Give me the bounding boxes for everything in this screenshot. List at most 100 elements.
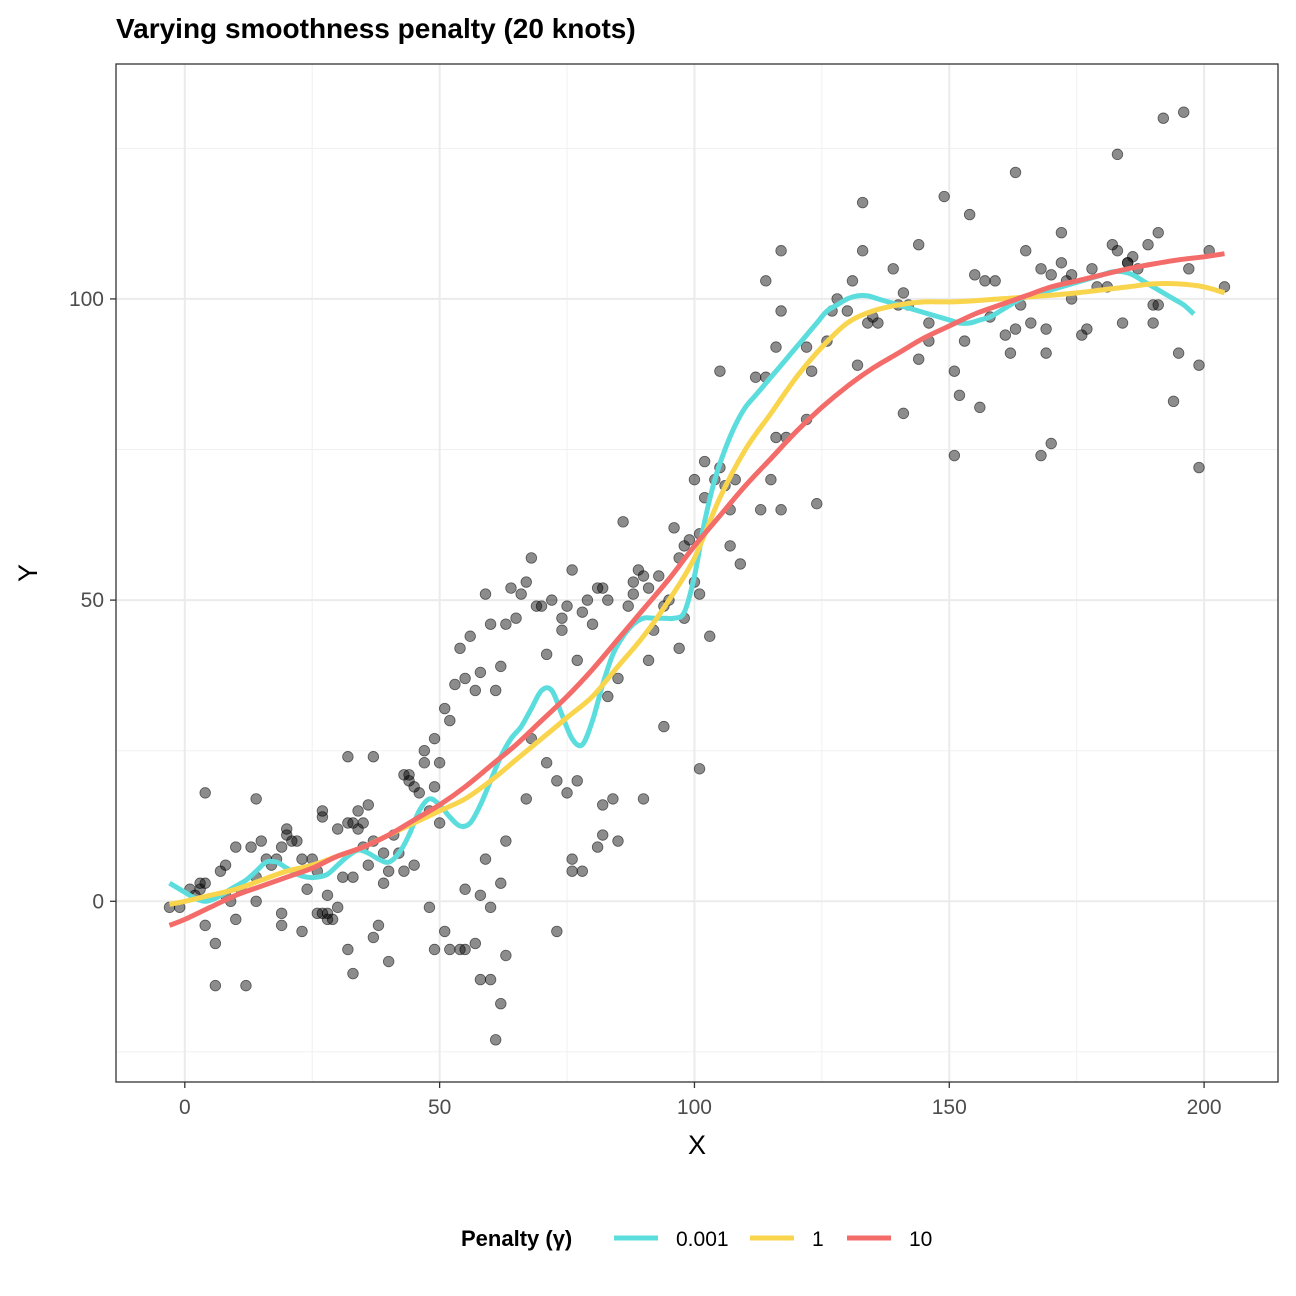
data-point <box>505 582 517 594</box>
data-point <box>1111 245 1124 257</box>
data-point <box>296 925 308 938</box>
data-point <box>347 871 359 883</box>
data-point <box>479 588 492 600</box>
data-point <box>642 582 655 594</box>
data-point <box>418 744 431 757</box>
y-tick-label: 100 <box>69 288 104 311</box>
data-point <box>1193 359 1205 371</box>
data-point <box>342 751 354 763</box>
data-point <box>872 317 884 329</box>
data-point <box>316 811 329 823</box>
data-point <box>489 684 502 697</box>
data-point <box>316 805 329 817</box>
data-point <box>749 371 762 383</box>
data-point <box>459 883 471 895</box>
data-point <box>372 919 385 932</box>
data-point <box>454 642 466 654</box>
data-point <box>658 720 670 733</box>
data-point <box>398 865 410 877</box>
data-point <box>510 612 522 624</box>
data-point <box>948 365 961 377</box>
data-point <box>811 498 823 510</box>
data-point <box>546 594 558 606</box>
data-point <box>357 817 369 829</box>
data-point <box>301 883 313 895</box>
data-point <box>439 925 451 938</box>
y-axis-ticks: 0 50 100 <box>69 288 116 913</box>
data-point <box>449 678 461 691</box>
data-point <box>1040 347 1052 359</box>
scatter-points <box>163 106 1231 1046</box>
data-point <box>597 829 609 841</box>
data-point <box>1045 437 1057 450</box>
data-point <box>556 624 568 636</box>
data-point <box>551 775 563 787</box>
data-point <box>439 702 451 715</box>
data-point <box>607 793 619 805</box>
data-point <box>856 245 869 257</box>
data-point <box>775 245 787 257</box>
data-point <box>734 558 747 570</box>
data-point <box>571 654 583 667</box>
legend-title: Penalty (γ) <box>461 1226 572 1251</box>
data-point <box>622 600 634 612</box>
legend-label-1: 1 <box>812 1228 824 1251</box>
data-point <box>805 365 818 377</box>
data-point <box>1009 166 1022 179</box>
data-point <box>856 196 869 209</box>
data-point <box>953 389 966 402</box>
data-point <box>337 871 349 883</box>
data-point <box>275 841 288 853</box>
data-point <box>627 588 639 600</box>
data-point <box>428 781 441 793</box>
data-point <box>1167 395 1180 408</box>
data-point <box>469 684 482 697</box>
y-axis-title: Y <box>13 564 43 582</box>
data-point <box>377 847 390 859</box>
data-point <box>561 787 573 799</box>
data-point <box>444 943 456 956</box>
data-point <box>561 600 573 612</box>
data-point <box>602 690 614 703</box>
data-point <box>612 672 624 685</box>
data-point <box>281 823 293 835</box>
x-tick-label: 50 <box>428 1096 451 1119</box>
data-point <box>382 955 395 968</box>
data-point <box>230 913 242 926</box>
data-point <box>352 805 364 817</box>
data-point <box>602 594 614 606</box>
data-point <box>408 859 420 871</box>
data-point <box>989 275 1001 287</box>
data-point <box>255 835 267 847</box>
data-point <box>479 853 492 865</box>
data-point <box>698 455 711 468</box>
data-point <box>770 431 782 444</box>
data-point <box>520 793 532 805</box>
data-point <box>1183 263 1195 275</box>
data-point <box>1065 269 1078 281</box>
data-point <box>474 973 487 986</box>
data-point <box>1111 148 1124 161</box>
data-point <box>275 919 288 932</box>
data-point <box>627 576 639 588</box>
data-point <box>770 341 782 353</box>
data-point <box>765 473 777 486</box>
data-point <box>897 287 910 299</box>
data-point <box>1157 112 1170 124</box>
data-point <box>851 359 864 371</box>
data-point <box>469 937 482 950</box>
data-point <box>500 618 512 630</box>
data-point <box>597 799 609 811</box>
data-point <box>484 901 497 914</box>
data-point <box>484 618 497 630</box>
data-point <box>540 757 553 769</box>
data-point <box>464 630 476 642</box>
data-point <box>362 799 374 811</box>
data-point <box>887 263 899 275</box>
data-point <box>520 576 532 588</box>
data-point <box>296 853 308 865</box>
data-point <box>1035 449 1047 462</box>
data-point <box>704 630 716 642</box>
data-point <box>433 817 446 829</box>
data-point <box>489 1034 502 1046</box>
